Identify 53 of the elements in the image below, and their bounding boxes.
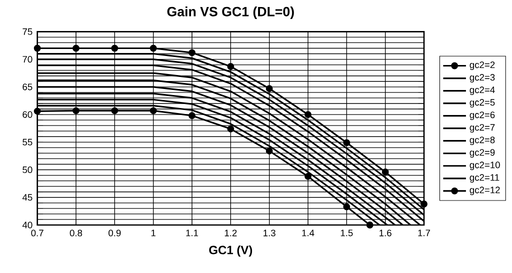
point — [72, 107, 80, 114]
point — [34, 44, 41, 52]
legend-label: gc2=4 — [470, 86, 495, 95]
y-tick-label: 65 — [22, 84, 32, 90]
x-tick-label: 0.7 — [31, 230, 44, 236]
legend-label: gc2=8 — [470, 136, 495, 146]
y-tick-label: 40 — [22, 222, 32, 228]
point — [227, 63, 234, 70]
x-tick-label: 1.1 — [186, 230, 198, 236]
legend-label: gc2=2 — [470, 62, 495, 70]
x-tick-label: 1.5 — [340, 230, 353, 236]
y-tick-label: 45 — [22, 194, 32, 201]
x-tick-label: 1.3 — [264, 230, 276, 236]
legend-label: gc2=7 — [470, 124, 495, 133]
point — [382, 168, 389, 176]
point — [343, 203, 350, 210]
y-tick-label: 75 — [22, 28, 32, 35]
x-tick-label: 1 — [151, 230, 156, 236]
point — [366, 222, 374, 228]
point — [266, 85, 273, 92]
y-tick-label: 70 — [22, 56, 32, 63]
x-axis-title: GC1 (V) — [209, 245, 252, 257]
x-tick-label: 0.9 — [108, 230, 121, 236]
point — [111, 44, 118, 52]
x-tick-label: 1.4 — [302, 230, 314, 236]
legend-label: gc2=3 — [470, 74, 495, 82]
x-tick-label: 1.7 — [418, 230, 430, 236]
point — [188, 112, 196, 120]
point — [72, 44, 80, 52]
x-tick-label: 1.2 — [224, 230, 237, 236]
point — [304, 111, 312, 118]
legend-label: gc2=10 — [470, 162, 500, 170]
point — [266, 148, 273, 154]
legend-label: gc2=11 — [470, 174, 500, 183]
point — [111, 107, 118, 114]
x-tick-label: 0.8 — [70, 230, 82, 236]
x-tick-label: 1.6 — [380, 230, 392, 236]
legend-label: gc2=9 — [470, 149, 495, 158]
legend-label: gc2=5 — [470, 99, 495, 108]
point — [150, 107, 157, 114]
legend-label: gc2=12 — [470, 186, 500, 196]
point — [188, 49, 196, 56]
y-tick-label: 60 — [22, 111, 32, 118]
chart-title: Gain VS GC1 (DL=0) — [167, 6, 294, 19]
point — [34, 108, 41, 115]
legend-label: gc2=6 — [470, 112, 495, 120]
point — [420, 200, 428, 208]
point — [304, 172, 312, 180]
point — [150, 44, 157, 52]
y-tick-label: 50 — [22, 166, 32, 174]
point — [343, 139, 350, 146]
y-tick-label: 55 — [22, 138, 32, 146]
point — [227, 125, 234, 132]
